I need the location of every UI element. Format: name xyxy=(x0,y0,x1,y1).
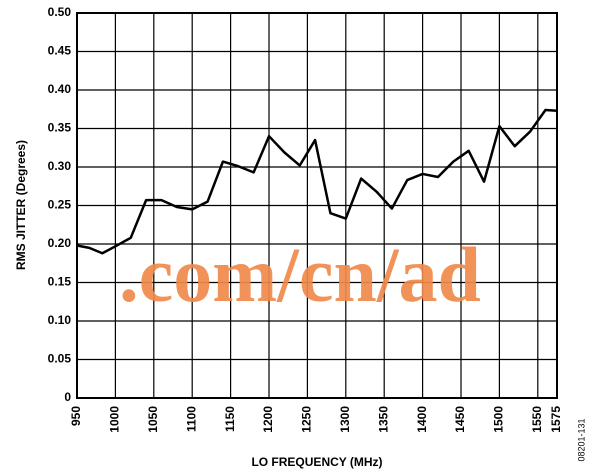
x-tick-label: 950 xyxy=(69,406,83,426)
y-tick-label: 0.15 xyxy=(48,275,72,289)
y-tick-label: 0.10 xyxy=(48,313,72,327)
x-tick-label: 1500 xyxy=(492,406,506,433)
y-tick-label: 0.40 xyxy=(48,82,72,96)
x-tick-label: 1250 xyxy=(300,406,314,433)
y-tick-label: 0 xyxy=(64,390,71,404)
x-tick-label: 1550 xyxy=(530,406,544,433)
y-tick-label: 0.50 xyxy=(48,5,72,19)
x-tick-label: 1100 xyxy=(184,406,198,432)
figure-id: 08201-131 xyxy=(576,418,586,461)
x-tick-label: 1150 xyxy=(223,406,237,432)
x-tick-label: 1575 xyxy=(549,406,563,433)
y-tick-label: 0.25 xyxy=(48,198,72,212)
y-axis-title: RMS JITTER (Degrees) xyxy=(14,140,28,270)
x-axis-title: LO FREQUENCY (MHz) xyxy=(251,455,382,469)
x-tick-label: 1450 xyxy=(453,406,467,433)
watermark: .com/cn/ad xyxy=(119,231,481,318)
y-tick-label: 0.05 xyxy=(48,352,72,366)
x-tick-label: 1200 xyxy=(261,406,275,433)
x-tick-label: 1350 xyxy=(376,406,390,433)
data-line xyxy=(76,108,558,255)
y-tick-label: 0.20 xyxy=(48,236,72,250)
x-tick-label: 1000 xyxy=(108,406,122,433)
x-tick-label: 1050 xyxy=(146,406,160,433)
plot-frame xyxy=(76,12,558,399)
y-tick-label: 0.45 xyxy=(48,44,72,58)
y-tick-label: 0.35 xyxy=(48,121,72,135)
x-tick-label: 1400 xyxy=(415,406,429,433)
x-tick-label: 1300 xyxy=(338,406,352,433)
y-tick-label: 0.30 xyxy=(48,159,72,173)
